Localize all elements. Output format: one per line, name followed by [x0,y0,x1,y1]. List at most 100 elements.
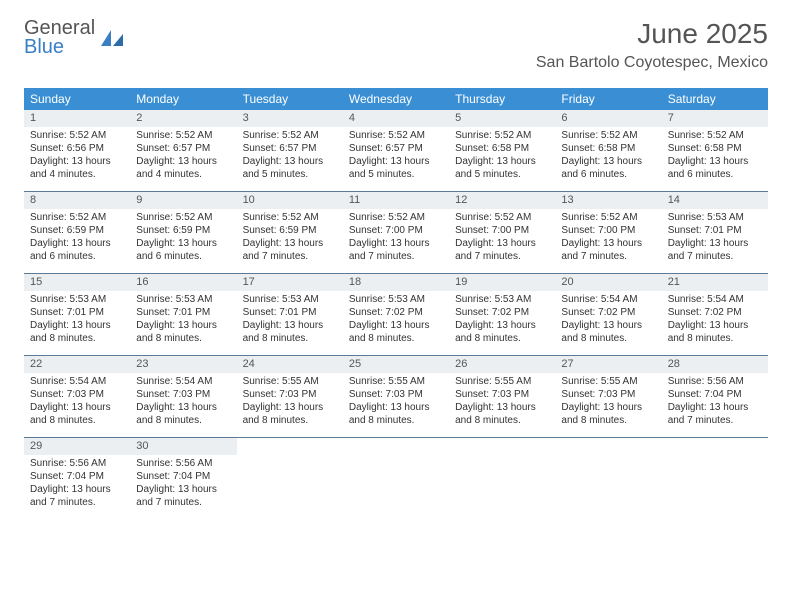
sunrise-text: Sunrise: 5:55 AM [349,375,443,388]
day-number: 10 [237,191,343,209]
calendar-day-cell: 23Sunrise: 5:54 AMSunset: 7:03 PMDayligh… [130,355,236,437]
daylight-text-2: and 7 minutes. [136,496,230,509]
day-body: Sunrise: 5:52 AMSunset: 7:00 PMDaylight:… [343,209,449,273]
daylight-text-2: and 7 minutes. [455,250,549,263]
page-subtitle: San Bartolo Coyotespec, Mexico [536,54,768,72]
weekday-header: Monday [130,88,236,110]
brand-word-blue: Blue [24,37,95,57]
sunset-text: Sunset: 6:59 PM [243,224,337,237]
day-number: 27 [555,355,661,373]
sunset-text: Sunset: 6:59 PM [30,224,124,237]
daylight-text-2: and 4 minutes. [30,168,124,181]
calendar-week-row: 29Sunrise: 5:56 AMSunset: 7:04 PMDayligh… [24,437,768,519]
brand-sail-icon [99,28,125,50]
sunrise-text: Sunrise: 5:52 AM [455,211,549,224]
calendar-day-cell: 24Sunrise: 5:55 AMSunset: 7:03 PMDayligh… [237,355,343,437]
daylight-text-1: Daylight: 13 hours [30,401,124,414]
page-header: General Blue June 2025 San Bartolo Coyot… [0,0,792,80]
calendar-day-cell: 26Sunrise: 5:55 AMSunset: 7:03 PMDayligh… [449,355,555,437]
daylight-text-2: and 8 minutes. [136,332,230,345]
daylight-text-1: Daylight: 13 hours [561,237,655,250]
day-number: 20 [555,273,661,291]
page-title: June 2025 [536,18,768,50]
sunset-text: Sunset: 6:58 PM [668,142,762,155]
sunset-text: Sunset: 7:03 PM [349,388,443,401]
daylight-text-1: Daylight: 13 hours [30,237,124,250]
daylight-text-2: and 8 minutes. [30,414,124,427]
calendar-header-row: SundayMondayTuesdayWednesdayThursdayFrid… [24,88,768,110]
daylight-text-1: Daylight: 13 hours [243,155,337,168]
sunset-text: Sunset: 7:03 PM [30,388,124,401]
daylight-text-2: and 8 minutes. [561,332,655,345]
sunrise-text: Sunrise: 5:52 AM [30,211,124,224]
calendar-day-cell: 2Sunrise: 5:52 AMSunset: 6:57 PMDaylight… [130,110,236,191]
daylight-text-1: Daylight: 13 hours [668,237,762,250]
weekday-header: Tuesday [237,88,343,110]
daylight-text-1: Daylight: 13 hours [243,319,337,332]
calendar-week-row: 15Sunrise: 5:53 AMSunset: 7:01 PMDayligh… [24,273,768,355]
sunrise-text: Sunrise: 5:52 AM [561,211,655,224]
day-body: Sunrise: 5:56 AMSunset: 7:04 PMDaylight:… [24,455,130,519]
sunrise-text: Sunrise: 5:52 AM [668,129,762,142]
day-number: 15 [24,273,130,291]
sunrise-text: Sunrise: 5:52 AM [349,211,443,224]
day-body: Sunrise: 5:52 AMSunset: 6:58 PMDaylight:… [449,127,555,191]
sunrise-text: Sunrise: 5:55 AM [561,375,655,388]
sunset-text: Sunset: 7:02 PM [349,306,443,319]
daylight-text-2: and 8 minutes. [243,414,337,427]
calendar-day-cell: 8 Sunrise: 5:52 AMSunset: 6:59 PMDaylight… [24,191,130,273]
calendar-day-cell: 28Sunrise: 5:56 AMSunset: 7:04 PMDayligh… [662,355,768,437]
daylight-text-1: Daylight: 13 hours [668,319,762,332]
calendar-day-cell: 13Sunrise: 5:52 AMSunset: 7:00 PMDayligh… [555,191,661,273]
daylight-text-1: Daylight: 13 hours [243,237,337,250]
calendar-body: 1Sunrise: 5:52 AMSunset: 6:56 PMDaylight… [24,110,768,519]
day-number: 18 [343,273,449,291]
daylight-text-2: and 7 minutes. [668,414,762,427]
day-body: Sunrise: 5:54 AMSunset: 7:02 PMDaylight:… [555,291,661,355]
sunset-text: Sunset: 7:01 PM [243,306,337,319]
weekday-header: Saturday [662,88,768,110]
daylight-text-2: and 6 minutes. [136,250,230,263]
day-body: Sunrise: 5:52 AMSunset: 6:57 PMDaylight:… [237,127,343,191]
day-number: 9 [130,191,236,209]
sunset-text: Sunset: 6:58 PM [561,142,655,155]
calendar-day-cell: 10 Sunrise: 5:52 AMSunset: 6:59 PMDayligh… [237,191,343,273]
title-block: June 2025 San Bartolo Coyotespec, Mexico [536,18,768,72]
day-body: Sunrise: 5:52 AMSunset: 6:57 PMDaylight:… [130,127,236,191]
calendar-week-row: 1Sunrise: 5:52 AMSunset: 6:56 PMDaylight… [24,110,768,191]
day-number: 2 [130,110,236,127]
sunset-text: Sunset: 7:02 PM [668,306,762,319]
calendar-day-cell: 29Sunrise: 5:56 AMSunset: 7:04 PMDayligh… [24,437,130,519]
sunrise-text: Sunrise: 5:55 AM [455,375,549,388]
day-body: Sunrise: 5:55 AMSunset: 7:03 PMDaylight:… [237,373,343,437]
sunset-text: Sunset: 7:01 PM [668,224,762,237]
daylight-text-1: Daylight: 13 hours [455,319,549,332]
sunrise-text: Sunrise: 5:52 AM [243,211,337,224]
sunrise-text: Sunrise: 5:54 AM [136,375,230,388]
calendar-day-cell: 3Sunrise: 5:52 AMSunset: 6:57 PMDaylight… [237,110,343,191]
sunrise-text: Sunrise: 5:56 AM [30,457,124,470]
day-number: 22 [24,355,130,373]
sunrise-text: Sunrise: 5:52 AM [561,129,655,142]
daylight-text-2: and 7 minutes. [561,250,655,263]
calendar-day-cell: 22Sunrise: 5:54 AMSunset: 7:03 PMDayligh… [24,355,130,437]
daylight-text-2: and 4 minutes. [136,168,230,181]
daylight-text-1: Daylight: 13 hours [243,401,337,414]
daylight-text-1: Daylight: 13 hours [455,155,549,168]
daylight-text-2: and 5 minutes. [349,168,443,181]
day-body: Sunrise: 5:52 AMSunset: 6:57 PMDaylight:… [343,127,449,191]
calendar-day-cell: 27Sunrise: 5:55 AMSunset: 7:03 PMDayligh… [555,355,661,437]
day-body: Sunrise: 5:53 AMSunset: 7:01 PMDaylight:… [24,291,130,355]
sunset-text: Sunset: 7:01 PM [30,306,124,319]
daylight-text-1: Daylight: 13 hours [136,155,230,168]
daylight-text-1: Daylight: 13 hours [455,401,549,414]
calendar-day-cell: 19Sunrise: 5:53 AMSunset: 7:02 PMDayligh… [449,273,555,355]
calendar-empty-cell [237,437,343,519]
sunset-text: Sunset: 7:02 PM [455,306,549,319]
sunset-text: Sunset: 7:03 PM [243,388,337,401]
day-body: Sunrise: 5:53 AMSunset: 7:01 PMDaylight:… [662,209,768,273]
sunset-text: Sunset: 6:58 PM [455,142,549,155]
day-number: 8 [24,191,130,209]
day-number: 21 [662,273,768,291]
sunset-text: Sunset: 7:01 PM [136,306,230,319]
